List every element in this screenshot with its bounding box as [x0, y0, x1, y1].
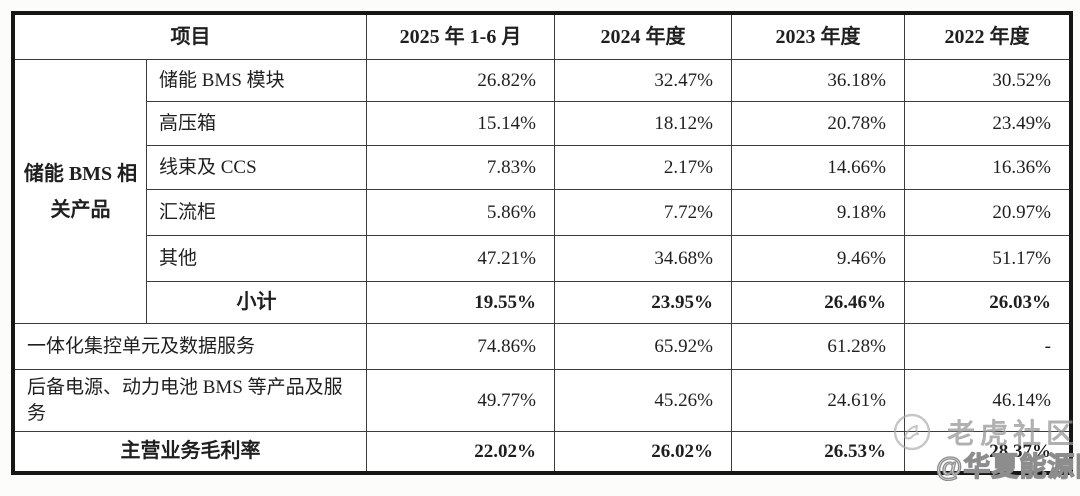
col-header-2025h1: 2025 年 1-6 月 [366, 13, 555, 60]
cell-value: 32.47% [554, 59, 732, 102]
gross-margin-table: 项目 2025 年 1-6 月 2024 年度 2023 年度 2022 年度 … [11, 11, 1073, 475]
cell-value: 51.17% [904, 235, 1071, 282]
total-label: 主营业务毛利率 [13, 431, 367, 473]
header-row: 项目 2025 年 1-6 月 2024 年度 2023 年度 2022 年度 [13, 13, 1071, 60]
row-label: 汇流柜 [146, 189, 367, 236]
cell-value: 26.53% [731, 431, 905, 473]
col-header-2023: 2023 年度 [731, 13, 905, 60]
cell-value: 26.82% [366, 59, 555, 102]
cell-value: 7.72% [554, 189, 732, 236]
table-row-combiner-cabinet: 汇流柜 5.86% 7.72% 9.18% 20.97% [14, 189, 1071, 236]
table-row-total-gross-margin: 主营业务毛利率 22.02% 26.02% 26.53% 28.37% [13, 431, 1071, 473]
cell-value: 28.37% [904, 431, 1071, 473]
cell-value: 20.78% [731, 101, 905, 146]
table-row-backup-power: 后备电源、动力电池 BMS 等产品及服务 49.77% 45.26% 24.61… [13, 369, 1071, 432]
row-label: 一体化集控单元及数据服务 [13, 323, 367, 370]
col-header-2022: 2022 年度 [904, 13, 1071, 60]
cell-value: 26.02% [554, 431, 732, 473]
col-header-item: 项目 [13, 13, 367, 60]
cell-value: 19.55% [366, 281, 555, 324]
cell-value: 7.83% [366, 145, 555, 190]
row-label: 其他 [146, 235, 367, 282]
cell-value: 22.02% [366, 431, 555, 473]
cell-value: 49.77% [366, 369, 555, 432]
group-label-cell: 储能 BMS 相关产品 [13, 59, 147, 324]
cell-value: 74.86% [366, 323, 555, 370]
cell-value: 2.17% [554, 145, 732, 190]
row-label: 高压箱 [146, 101, 367, 146]
row-label: 后备电源、动力电池 BMS 等产品及服务 [13, 369, 367, 432]
cell-value: 23.95% [554, 281, 732, 324]
table-row-integrated-control-unit: 一体化集控单元及数据服务 74.86% 65.92% 61.28% - [13, 323, 1071, 370]
cell-value: 24.61% [731, 369, 905, 432]
cell-value: 9.46% [731, 235, 905, 282]
cell-value: 36.18% [731, 59, 905, 102]
cell-value: 26.46% [731, 281, 905, 324]
cell-value: 65.92% [554, 323, 732, 370]
cell-value: 18.12% [554, 101, 732, 146]
table-row-high-voltage-box: 高压箱 15.14% 18.12% 20.78% 23.49% [14, 101, 1071, 146]
cell-value: 15.14% [366, 101, 555, 146]
table-row-bms-module: 储能 BMS 相关产品 储能 BMS 模块 26.82% 32.47% 36.1… [13, 59, 1071, 324]
cell-value: 23.49% [904, 101, 1071, 146]
cell-value: 5.86% [366, 189, 555, 236]
cell-value: 34.68% [554, 235, 732, 282]
cell-value: 9.18% [731, 189, 905, 236]
col-header-2024: 2024 年度 [554, 13, 732, 60]
cell-value: 45.26% [554, 369, 732, 432]
row-label: 线束及 CCS [146, 145, 367, 190]
cell-value: 14.66% [731, 145, 905, 190]
cell-value: 46.14% [904, 369, 1071, 432]
table-row-other: 其他 47.21% 34.68% 9.46% 51.17% [14, 235, 1071, 282]
cell-value: 26.03% [904, 281, 1071, 324]
cell-value: 30.52% [904, 59, 1071, 102]
cell-value: - [904, 323, 1071, 370]
cell-value: 20.97% [904, 189, 1071, 236]
subtotal-label: 小计 [146, 281, 367, 324]
row-label: 储能 BMS 模块 [146, 59, 367, 102]
cell-value: 61.28% [731, 323, 905, 370]
table-row-harness-ccs: 线束及 CCS 7.83% 2.17% 14.66% 16.36% [14, 145, 1071, 190]
table-row-subtotal: 小计 19.55% 23.95% 26.46% 26.03% [14, 281, 1071, 324]
cell-value: 47.21% [366, 235, 555, 282]
cell-value: 16.36% [904, 145, 1071, 190]
